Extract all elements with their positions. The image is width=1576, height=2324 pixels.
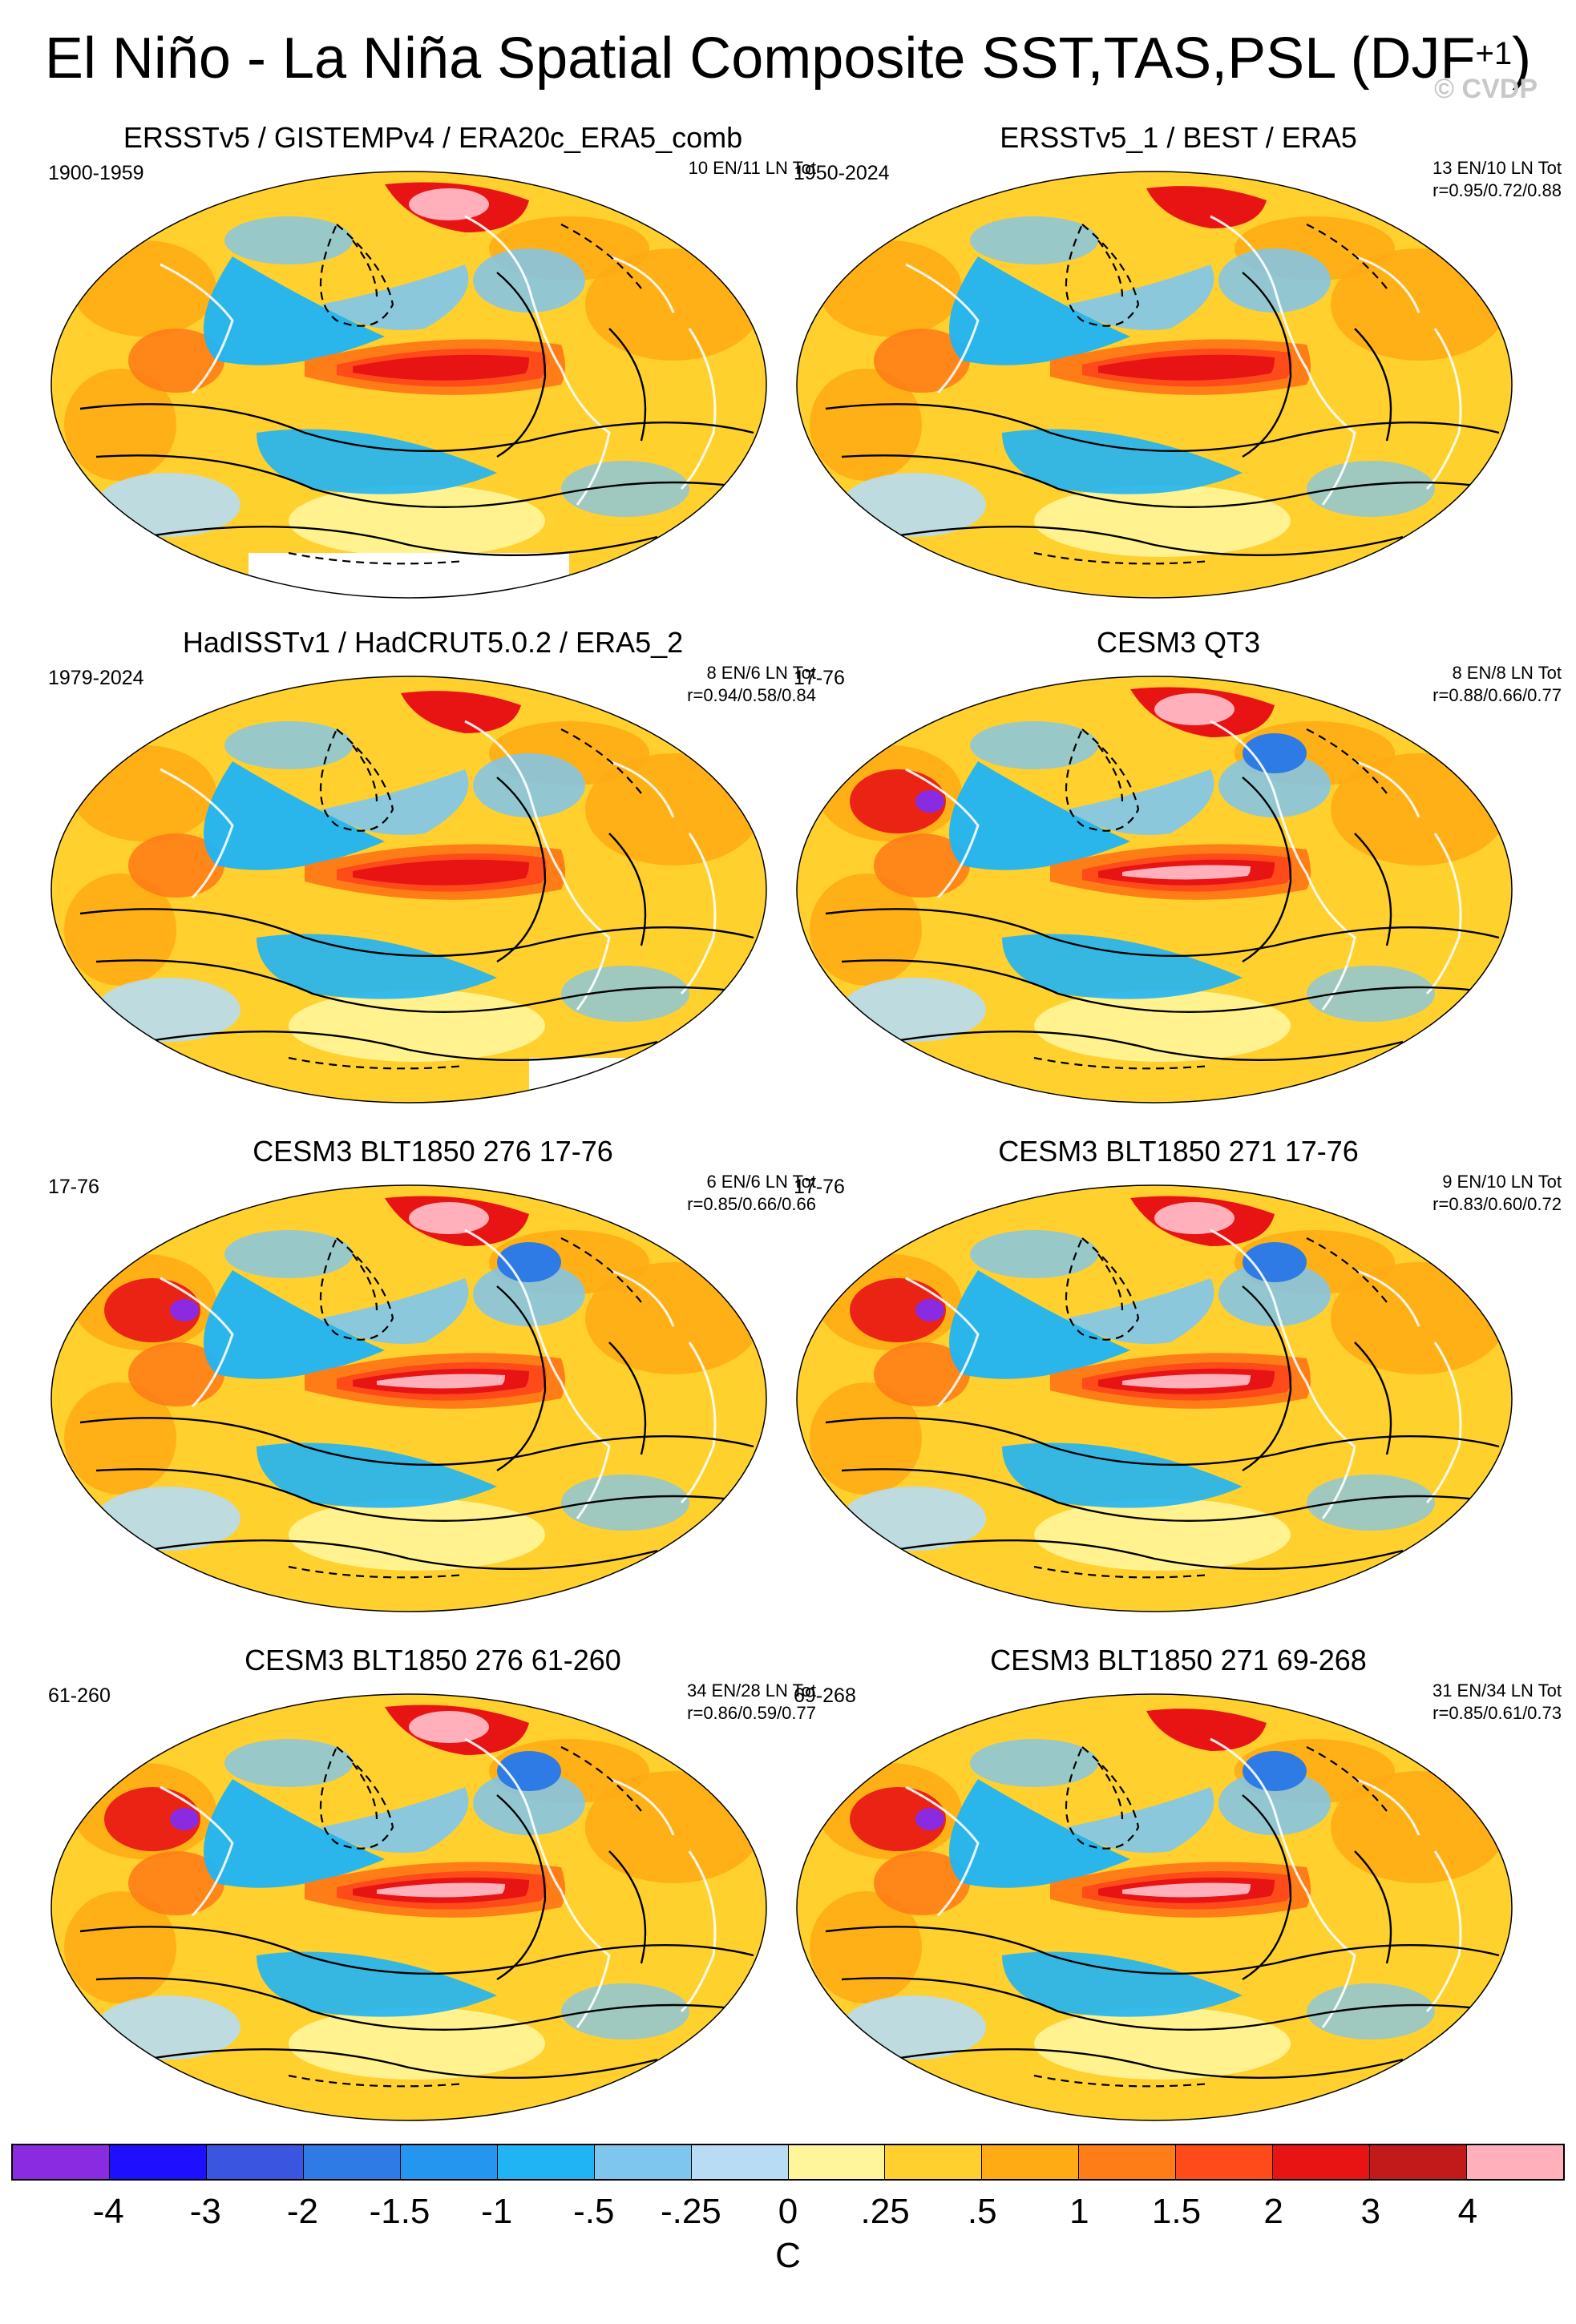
colorbar-segment [1370, 2145, 1468, 2179]
map-field [797, 1694, 1512, 2120]
map-panel: CESM3 BLT1850 276 61-260 61-260 34 EN/28 L… [48, 1643, 818, 2156]
colorbar-tick-label: 1 [1069, 2192, 1089, 2231]
panel-title: HadISSTv1 / HadCRUT5.0.2 / ERA5_2 [182, 626, 684, 659]
colorbar-segment [788, 2145, 886, 2179]
colorbar-segment [400, 2145, 498, 2179]
panel-stats: 31 EN/34 LN Tot r=0.85/0.61/0.73 [1433, 1680, 1562, 1725]
map-field [51, 1694, 766, 2120]
panel-event-count: 10 EN/11 LN Tot [688, 158, 816, 178]
panel-title: ERSSTv5 / GISTEMPv4 / ERA20c_ERA5_comb [123, 121, 743, 154]
colorbar-segment [1176, 2145, 1274, 2179]
panel-title: CESM3 QT3 [1096, 626, 1261, 659]
panel-period: 17-76 [794, 667, 845, 689]
colorbar-segment [594, 2145, 692, 2179]
colorbar-segment [13, 2145, 110, 2179]
colorbar-tick-label: -1.5 [369, 2192, 430, 2231]
world-map [51, 1184, 767, 1612]
panel-stats: 8 EN/6 LN Tot r=0.94/0.58/0.84 [687, 662, 816, 707]
colorbar-tick-label: .25 [860, 2192, 910, 2231]
colorbar-segment [303, 2145, 401, 2179]
map-panel: CESM3 BLT1850 271 17-76 17-76 9 EN/10 LN T… [794, 1134, 1563, 1647]
map-field [797, 171, 1512, 598]
figure-title: El Niño - La Niña Spatial Composite SST,… [44, 26, 1532, 91]
panel-stats: 6 EN/6 LN Tot r=0.85/0.66/0.66 [687, 1171, 816, 1216]
world-map [796, 676, 1513, 1103]
panel-event-count: 9 EN/10 LN Tot [1442, 1172, 1562, 1192]
panel-title: CESM3 BLT1850 271 17-76 [998, 1135, 1359, 1168]
panel-stats: 13 EN/10 LN Tot r=0.95/0.72/0.88 [1433, 157, 1562, 202]
map-field [797, 676, 1512, 1103]
world-map [51, 1693, 767, 2121]
colorbar-segment [1079, 2145, 1177, 2179]
panel-correlation: r=0.85/0.61/0.73 [1433, 1703, 1562, 1723]
panel-stats: 34 EN/28 LN Tot r=0.86/0.59/0.77 [687, 1680, 816, 1725]
panel-event-count: 31 EN/34 LN Tot [1432, 1680, 1562, 1701]
colorbar-tick-label: 0 [778, 2192, 798, 2231]
map-field [797, 1185, 1512, 1612]
panel-period: 69-268 [794, 1684, 856, 1707]
colorbar-segment [1273, 2145, 1371, 2179]
panel-period: 1950-2024 [794, 162, 890, 184]
colorbar-segment [206, 2145, 304, 2179]
panel-title: CESM3 BLT1850 276 17-76 [253, 1135, 613, 1168]
colorbar-tick-label: -.5 [573, 2192, 615, 2231]
map-field [51, 1185, 766, 1612]
panel-correlation: r=0.85/0.66/0.66 [687, 1194, 816, 1214]
world-map [51, 171, 767, 599]
colorbar-segment [691, 2145, 789, 2179]
colorbar-segment [109, 2145, 207, 2179]
map-panel: ERSSTv5_1 / BEST / ERA5 1950-2024 13 EN/10… [794, 120, 1563, 633]
world-map [796, 1184, 1513, 1612]
panel-stats: 8 EN/8 LN Tot r=0.88/0.66/0.77 [1433, 662, 1562, 707]
colorbar-segment [1467, 2145, 1563, 2179]
panel-stats: 10 EN/11 LN Tot [689, 157, 816, 180]
world-map [51, 676, 767, 1103]
colorbar-segment [885, 2145, 983, 2179]
panel-period: 17-76 [794, 1176, 845, 1198]
map-panel: CESM3 BLT1850 276 17-76 17-76 6 EN/6 LN To… [48, 1134, 818, 1647]
panel-title: CESM3 BLT1850 271 69-268 [990, 1644, 1367, 1676]
colorbar-tick-label: 4 [1457, 2192, 1478, 2231]
map-panel: ERSSTv5 / GISTEMPv4 / ERA20c_ERA5_comb 19… [48, 120, 818, 633]
colorbar-tick-label: 2 [1263, 2192, 1283, 2231]
copyright-label: © CVDP [1434, 74, 1538, 104]
panel-stats: 9 EN/10 LN Tot r=0.83/0.60/0.72 [1433, 1171, 1562, 1216]
panel-title: CESM3 BLT1850 276 61-260 [244, 1644, 621, 1676]
colorbar-tick-label: -.25 [660, 2192, 721, 2231]
panel-event-count: 34 EN/28 LN Tot [686, 1680, 816, 1701]
colorbar-tick-label: -4 [92, 2192, 124, 2231]
colorbar-tick-label: .5 [967, 2192, 997, 2231]
world-map [796, 1693, 1513, 2121]
map-panel: HadISSTv1 / HadCRUT5.0.2 / ERA5_2 1979-20… [48, 625, 818, 1138]
world-map [796, 171, 1513, 599]
map-panel: CESM3 QT3 17-76 8 EN/8 LN Tot r=0.88/0.66/0… [794, 625, 1563, 1138]
panel-event-count: 8 EN/8 LN Tot [1452, 663, 1562, 683]
panel-event-count: 8 EN/6 LN Tot [706, 663, 816, 683]
colorbar-unit: C [775, 2236, 801, 2275]
panel-period: 17-76 [48, 1176, 99, 1198]
colorbar-segment [982, 2145, 1080, 2179]
colorbar-tick-label: -2 [286, 2192, 318, 2231]
colorbar-tick-label: 1.5 [1151, 2192, 1202, 2231]
panel-event-count: 6 EN/6 LN Tot [706, 1172, 816, 1192]
panel-correlation: r=0.86/0.59/0.77 [687, 1703, 816, 1723]
map-panel: CESM3 BLT1850 271 69-268 69-268 31 EN/34 L… [794, 1643, 1563, 2156]
panel-period: 1900-1959 [48, 162, 144, 184]
colorbar-segment [497, 2145, 595, 2179]
panel-event-count: 13 EN/10 LN Tot [1432, 158, 1562, 178]
colorbar [11, 2144, 1565, 2181]
panel-correlation: r=0.95/0.72/0.88 [1433, 180, 1562, 200]
panel-correlation: r=0.83/0.60/0.72 [1433, 1194, 1562, 1214]
panel-period: 1979-2024 [48, 667, 144, 689]
panel-period: 61-260 [48, 1684, 111, 1707]
colorbar-tick-label: 3 [1360, 2192, 1380, 2231]
colorbar-tick-label: -3 [189, 2192, 221, 2231]
panel-correlation: r=0.88/0.66/0.77 [1433, 685, 1562, 705]
colorbar-tick-label: -1 [481, 2192, 513, 2231]
panel-title: ERSSTv5_1 / BEST / ERA5 [1000, 121, 1357, 154]
panel-correlation: r=0.94/0.58/0.84 [687, 685, 816, 705]
